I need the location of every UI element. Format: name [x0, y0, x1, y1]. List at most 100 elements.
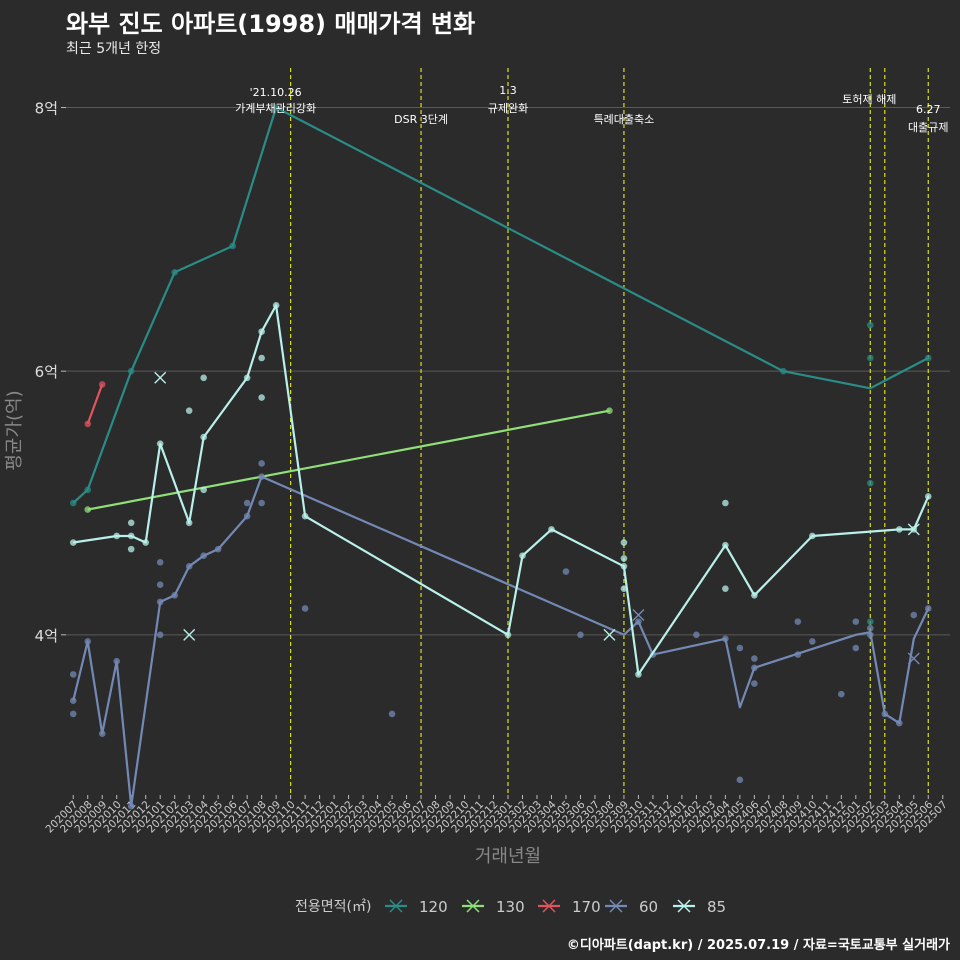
data-point-60 — [924, 605, 932, 612]
data-point-85 — [620, 585, 628, 592]
data-point-60 — [635, 618, 642, 625]
data-point-60 — [243, 512, 251, 520]
data-point-60 — [866, 631, 874, 639]
event-label: 특례대출축소 — [594, 113, 655, 126]
series-line-170 — [86, 384, 104, 425]
data-point-85 — [258, 354, 265, 362]
data-point-85 — [895, 526, 903, 533]
data-point-60 — [388, 710, 396, 718]
data-point-60 — [881, 710, 889, 718]
data-point-60 — [910, 611, 918, 619]
data-point-85 — [127, 532, 135, 540]
data-point-60 — [258, 460, 265, 467]
data-point-120 — [171, 269, 178, 276]
data-point-170 — [98, 381, 106, 388]
data-point-85 — [635, 671, 642, 678]
data-point-120 — [69, 499, 77, 507]
data-point-85 — [185, 519, 193, 527]
data-point-60 — [751, 680, 758, 687]
data-point-60 — [185, 562, 193, 570]
data-point-60 — [794, 651, 802, 658]
y-tick-label: 4억 — [35, 627, 58, 645]
x-marker-85 — [154, 371, 167, 384]
data-point-85 — [200, 433, 207, 441]
data-point-60 — [69, 671, 77, 678]
legend-marker-85 — [677, 899, 691, 913]
data-point-60 — [301, 605, 309, 612]
event-label: DSR 3단계 — [394, 113, 448, 126]
data-point-60 — [214, 545, 222, 553]
data-point-85 — [156, 440, 164, 447]
data-point-60 — [809, 638, 816, 645]
data-point-85 — [620, 539, 628, 546]
data-point-85 — [751, 591, 758, 599]
data-point-60 — [852, 618, 860, 625]
data-point-60 — [751, 664, 758, 672]
data-point-60 — [722, 635, 729, 643]
legend-title: 전용면적(㎡) — [295, 899, 371, 915]
data-point-60 — [794, 618, 802, 625]
series-line-120 — [72, 106, 929, 504]
data-point-60 — [156, 559, 164, 566]
data-point-60 — [243, 499, 251, 507]
data-point-85 — [548, 526, 555, 533]
data-point-130 — [84, 506, 92, 513]
data-point-60 — [895, 719, 903, 727]
data-point-85 — [722, 541, 729, 549]
data-point-60 — [258, 473, 265, 480]
data-point-85 — [504, 631, 512, 639]
data-point-120 — [866, 618, 874, 625]
x-marker-60 — [907, 652, 920, 665]
data-point-85 — [127, 545, 135, 553]
data-point-60 — [736, 644, 744, 652]
data-point-120 — [924, 354, 932, 362]
legend-marker-130 — [466, 899, 480, 913]
x-axis-title: 거래년월 — [475, 846, 541, 867]
event-label: 1.3 규제완화 — [488, 84, 528, 115]
data-point-60 — [156, 598, 164, 606]
data-point-85 — [301, 512, 309, 520]
data-point-85 — [620, 555, 628, 562]
data-point-120 — [866, 354, 874, 362]
legend-marker-120 — [389, 899, 403, 913]
data-point-60 — [736, 776, 744, 784]
data-point-120 — [272, 104, 280, 111]
x-marker-85 — [907, 523, 920, 536]
chart-caption: ©디아파트(dapt.kr) / 2025.07.19 / 자료=국토교통부 실… — [566, 938, 950, 953]
data-point-85 — [69, 539, 77, 546]
data-point-85 — [258, 394, 265, 401]
data-point-85 — [620, 562, 628, 570]
data-point-85 — [809, 532, 816, 540]
data-point-120 — [229, 242, 236, 250]
data-point-85 — [258, 328, 265, 335]
data-point-60 — [113, 657, 121, 665]
data-point-60 — [852, 644, 860, 652]
legend-marker-170 — [542, 899, 556, 913]
legend-label-130: 130 — [496, 898, 525, 916]
data-point-60 — [751, 655, 758, 662]
data-point-85 — [113, 532, 121, 540]
data-point-60 — [577, 631, 584, 639]
y-tick-label: 6억 — [35, 363, 58, 381]
y-axis-title: 평균가(억) — [4, 390, 25, 470]
data-point-85 — [200, 486, 207, 494]
y-tick-label: 8억 — [35, 100, 58, 118]
data-point-60 — [98, 730, 106, 737]
data-point-60 — [866, 624, 874, 632]
data-point-85 — [185, 407, 193, 415]
data-point-85 — [722, 585, 729, 592]
chart-subtitle: 최근 5개년 한정 — [66, 41, 162, 57]
data-point-120 — [84, 486, 92, 494]
data-point-170 — [84, 420, 92, 428]
data-point-60 — [84, 638, 92, 645]
data-point-60 — [69, 710, 77, 718]
data-point-120 — [866, 479, 874, 487]
data-point-120 — [127, 367, 135, 375]
data-point-85 — [127, 519, 135, 527]
data-point-85 — [243, 374, 251, 382]
data-point-120 — [866, 321, 874, 329]
series-line-60 — [72, 475, 930, 808]
data-point-85 — [722, 499, 729, 507]
data-point-60 — [127, 802, 135, 810]
